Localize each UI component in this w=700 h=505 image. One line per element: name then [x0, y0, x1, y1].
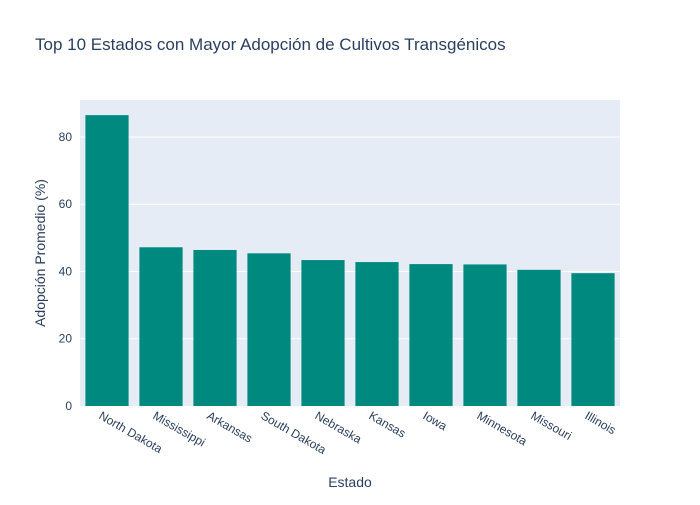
bar: [247, 253, 291, 406]
bar: [355, 262, 399, 406]
y-tick-label: 0: [65, 399, 72, 413]
bar: [301, 260, 345, 406]
bar: [463, 264, 507, 406]
x-axis-title: Estado: [328, 474, 372, 490]
bar: [571, 273, 615, 406]
bar: [193, 249, 237, 406]
y-tick-label: 80: [59, 130, 73, 144]
x-tick-label: Arkansas: [205, 408, 255, 445]
bar: [139, 247, 183, 406]
bar: [409, 264, 453, 406]
y-axis-title: Adopción Promedio (%): [32, 179, 48, 327]
bar: [517, 269, 561, 406]
bars: [85, 115, 615, 406]
x-tick-label: Minnesota: [475, 408, 530, 448]
chart-title: Top 10 Estados con Mayor Adopción de Cul…: [35, 35, 506, 54]
x-tick-label: Missouri: [529, 408, 575, 442]
y-tick-label: 40: [59, 264, 73, 278]
y-tick-label: 60: [59, 197, 73, 211]
x-tick-label: Illinois: [583, 408, 619, 437]
x-tick-label: Iowa: [421, 408, 450, 433]
x-tick-label: Kansas: [367, 408, 409, 440]
y-tick-label: 20: [59, 332, 73, 346]
bar: [85, 115, 129, 406]
y-tick-labels: 0 20 40 60 80: [59, 130, 73, 413]
